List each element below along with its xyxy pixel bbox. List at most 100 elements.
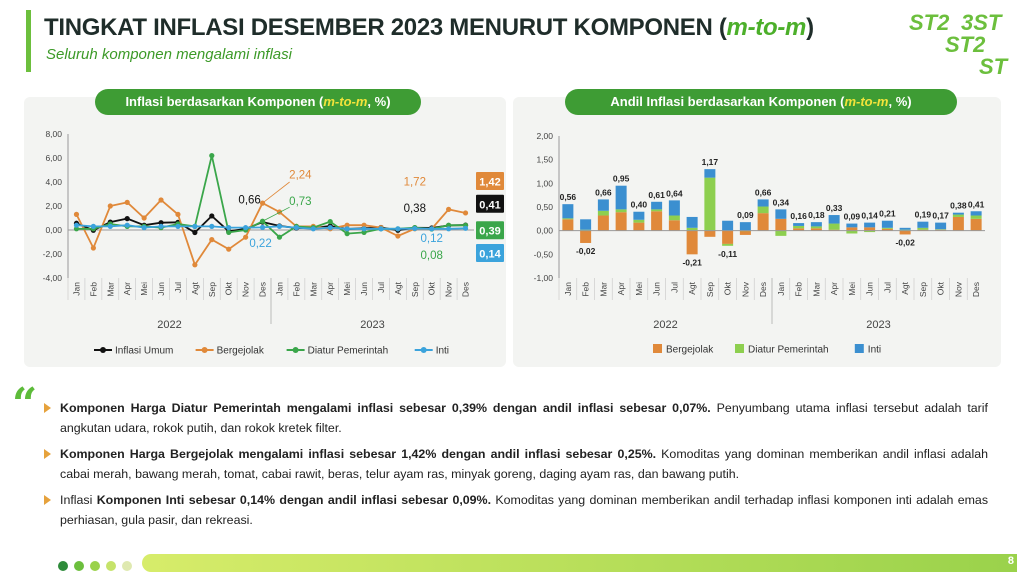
series-line-bergejolak [75, 198, 466, 267]
bullet-inti: Inflasi Komponen Inti sebesar 0,14% deng… [44, 490, 988, 530]
series-point [446, 226, 452, 232]
y-tick-label: -4,00 [43, 273, 63, 283]
bar-segment-diatur-pemerintah [970, 215, 982, 219]
series-point [327, 219, 333, 225]
bar-total-label: 0,38 [950, 201, 967, 211]
bar-total-label: 0,66 [595, 187, 612, 197]
x-tick-label: Apr [325, 282, 335, 295]
x-tick-label: Apr [122, 282, 132, 295]
bar-total-label: -0,02 [895, 237, 915, 247]
y-tick-label: -0,50 [534, 249, 554, 259]
bar-total-label: 0,16 [790, 211, 807, 221]
x-tick-label: Jul [376, 282, 386, 293]
bar-total-label: 0,09 [844, 212, 861, 222]
series-point [90, 223, 96, 229]
series-point [192, 229, 198, 236]
annotation-diatur-sep23: 0,08 [421, 250, 443, 262]
series-point [395, 226, 401, 232]
series-point [124, 199, 130, 205]
badge-bergejolak: 1,42 [476, 172, 504, 190]
series-point [124, 222, 130, 228]
series-point [226, 229, 232, 235]
x-tick-label: Mar [308, 282, 318, 297]
bar-segment-bergejolak [757, 213, 769, 231]
svg-text:ST2: ST2 [909, 10, 950, 35]
svg-text:ST: ST [979, 54, 1009, 78]
legend-label: Inti [436, 346, 449, 357]
bar-total-label: -0,11 [718, 249, 737, 259]
annotation-bergejolak-des22: 2,24 [289, 169, 312, 181]
series-point [158, 197, 164, 203]
bar-total-label: 0,14 [861, 211, 878, 221]
bar-segment-inti [562, 204, 574, 219]
x-tick-label: Jun [652, 282, 662, 296]
st2023-logo: ST2 3ST ST2 ST [909, 10, 1009, 78]
x-tick-label: Feb [794, 282, 804, 297]
legend-label: Inti [868, 345, 881, 356]
quote-mark: “ [12, 379, 38, 430]
series-point [344, 226, 350, 232]
year-label: 2022 [157, 319, 181, 331]
bar-segment-diatur-pemerintah [633, 219, 645, 223]
bar-total-label: 0,40 [631, 200, 648, 210]
bar-total-label: 0,66 [755, 187, 772, 197]
footer-dot [122, 561, 132, 571]
series-point [395, 233, 401, 239]
bar-chart-panel [513, 97, 1001, 367]
x-tick-label: Okt [224, 281, 234, 295]
series-point [361, 229, 367, 235]
x-tick-label: Jan [776, 282, 786, 296]
x-tick-label: Jul [669, 282, 679, 293]
x-tick-label: Nov [953, 281, 963, 297]
series-point [192, 262, 198, 268]
bar-chart-title: Andil Inflasi berdasarkan Komponen (m-to… [565, 89, 957, 115]
series-point [141, 225, 147, 231]
x-tick-label: Jun [865, 282, 875, 296]
y-tick-label: 0,00 [45, 225, 62, 235]
badge-bg [476, 221, 504, 240]
bar-segment-diatur-pemerintah [597, 210, 609, 216]
x-tick-label: Mei [847, 282, 857, 296]
series-point [90, 245, 96, 251]
year-label: 2023 [866, 319, 890, 331]
legend-label: Diatur Pemerintah [308, 346, 389, 357]
bar-total-label: 0,18 [808, 210, 825, 220]
bar-segment-bergejolak [793, 228, 805, 231]
bar-segment-diatur-pemerintah [686, 227, 698, 231]
bar-segment-inti [615, 185, 627, 210]
bar-segment-bergejolak [846, 227, 858, 231]
y-tick-label: 0,50 [536, 202, 553, 212]
x-tick-label: Mei [342, 282, 352, 296]
bar-segment-inti [633, 211, 645, 220]
bar-segment-bergejolak [899, 230, 911, 235]
x-tick-label: Nov [444, 281, 454, 297]
bar-segment-bergejolak [704, 230, 716, 237]
bar-segment-inti [899, 227, 911, 230]
x-tick-label: Nov [241, 281, 251, 297]
legend-item: Inti [414, 346, 449, 357]
bar-segment-inti [722, 220, 734, 231]
series-point [446, 206, 452, 212]
badge-label: 0,14 [479, 249, 501, 261]
x-tick-label: Mar [105, 282, 115, 297]
bar-total-label: 0,64 [666, 188, 683, 198]
page-subtitle: Seluruh komponen mengalami inflasi [46, 46, 292, 63]
bar-segment-inti [881, 220, 893, 228]
series-point [175, 223, 181, 229]
x-tick-label: Des [461, 282, 471, 297]
bar-segment-diatur-pemerintah [775, 230, 787, 236]
series-point [158, 223, 164, 229]
bar-total-label: 0,17 [932, 211, 949, 221]
bar-segment-inti [970, 211, 982, 216]
bar-segment-bergejolak [686, 230, 698, 255]
series-point [462, 210, 469, 216]
bar-total-label: 0,21 [879, 209, 896, 219]
bar-segment-inti [935, 222, 947, 230]
y-tick-label: 8,00 [45, 129, 62, 139]
legend-marker [100, 347, 106, 353]
bar-total-label: 0,09 [737, 210, 754, 220]
y-tick-label: 1,50 [536, 155, 553, 165]
x-tick-label: Feb [88, 282, 98, 297]
bar-segment-inti [846, 223, 858, 228]
svg-text:3ST: 3ST [961, 10, 1003, 35]
